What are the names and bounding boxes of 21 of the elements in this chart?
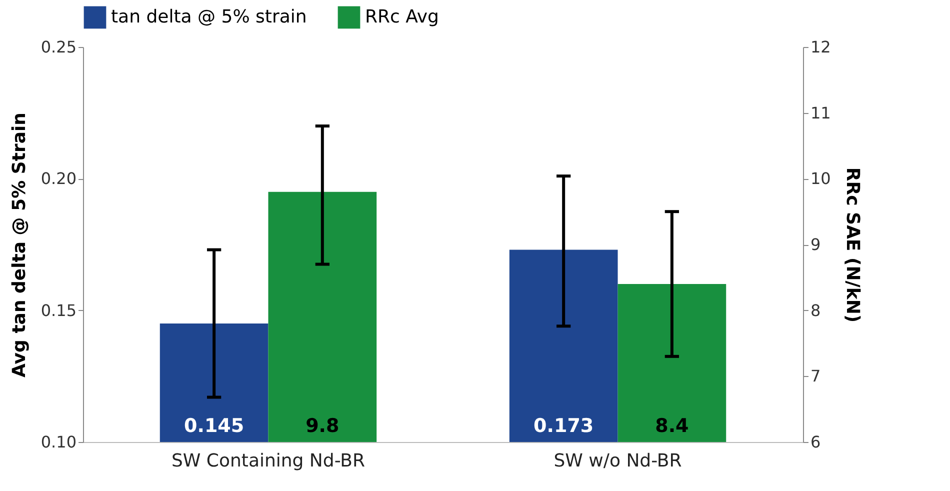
data-label: 0.145 <box>184 415 244 437</box>
y2-tick-label: 10 <box>810 169 831 188</box>
legend-label: RRc Avg <box>365 6 439 28</box>
legend-label: tan delta @ 5% strain <box>111 6 307 28</box>
y2-tick-label: 12 <box>810 38 831 56</box>
y-tick-label: 0.15 <box>40 300 76 320</box>
y2-tick-label: 11 <box>810 103 831 122</box>
y2-tick-label: 9 <box>810 235 821 254</box>
y-tick-label: 0.20 <box>40 169 76 188</box>
data-label: 8.4 <box>655 415 689 437</box>
y2-tick-label: 7 <box>810 366 821 386</box>
y2-tick-label: 8 <box>810 300 821 320</box>
data-label: 0.173 <box>534 415 594 437</box>
data-label: 9.8 <box>306 415 340 437</box>
y2-tick-label: 6 <box>810 432 821 452</box>
x-tick-label: SW Containing Nd-BR <box>171 450 366 472</box>
y-axis-title: Avg tan delta @ 5% Strain <box>8 112 30 378</box>
y-tick-label: 0.25 <box>40 38 76 56</box>
y2-axis-title: RRc SAE (N/kN) <box>842 167 863 323</box>
y-tick-label: 0.10 <box>40 432 76 452</box>
x-tick-label: SW w/o Nd-BR <box>554 450 682 472</box>
